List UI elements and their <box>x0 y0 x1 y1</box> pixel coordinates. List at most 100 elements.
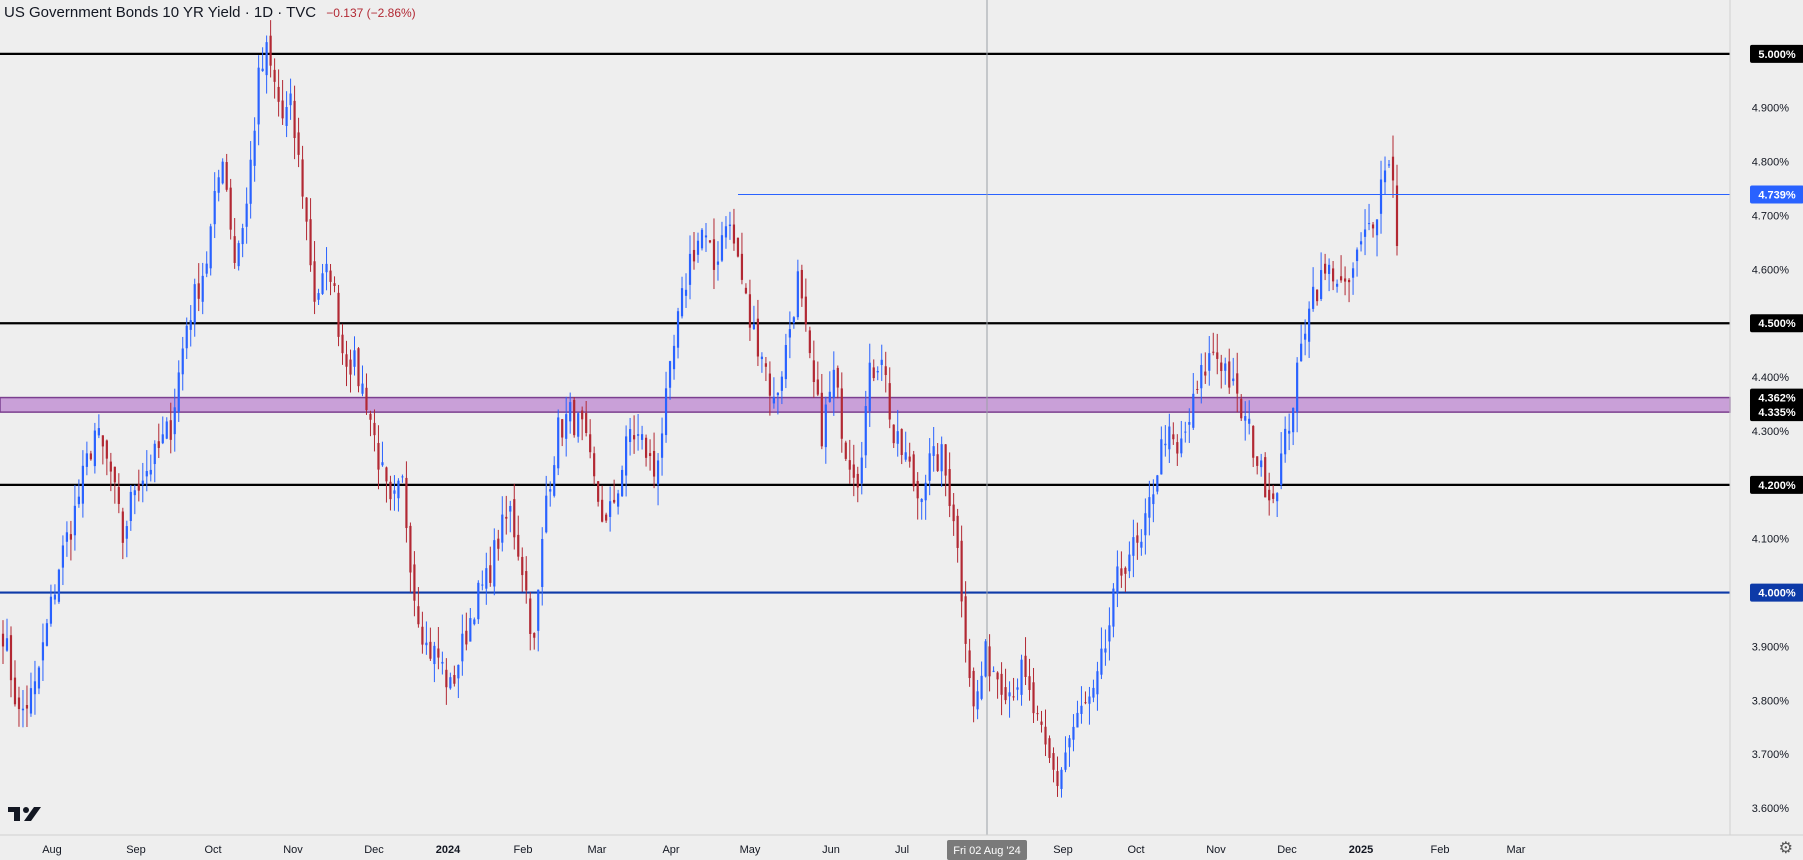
candle[interactable] <box>672 334 676 380</box>
candle[interactable] <box>1268 472 1271 516</box>
candle[interactable] <box>305 197 308 241</box>
candle[interactable] <box>1395 164 1399 256</box>
candle[interactable] <box>1076 700 1079 728</box>
candle[interactable] <box>493 528 496 596</box>
candle[interactable] <box>69 520 73 561</box>
candle[interactable] <box>389 475 392 511</box>
candle[interactable] <box>1024 637 1027 686</box>
candle[interactable] <box>668 360 672 400</box>
candle[interactable] <box>33 660 37 715</box>
candle[interactable] <box>1316 289 1319 306</box>
candle[interactable] <box>321 263 324 295</box>
candle[interactable] <box>601 485 604 523</box>
candle[interactable] <box>1192 373 1195 430</box>
candle[interactable] <box>1020 654 1023 706</box>
candle[interactable] <box>73 485 76 551</box>
candle[interactable] <box>349 349 352 393</box>
candle[interactable] <box>109 452 112 492</box>
candle[interactable] <box>173 388 176 452</box>
candle[interactable] <box>1168 413 1171 463</box>
candle[interactable] <box>848 439 851 484</box>
candle[interactable] <box>81 450 84 518</box>
candle[interactable] <box>565 396 568 457</box>
candle[interactable] <box>1124 566 1127 592</box>
candle[interactable] <box>1176 434 1179 466</box>
candle[interactable] <box>696 232 700 263</box>
candle[interactable] <box>1304 319 1307 356</box>
candle[interactable] <box>932 426 935 472</box>
candle[interactable] <box>1140 529 1143 556</box>
candle[interactable] <box>9 626 13 698</box>
candle[interactable] <box>812 340 815 398</box>
candle[interactable] <box>161 416 164 445</box>
candle[interactable] <box>309 198 312 272</box>
candle[interactable] <box>1331 260 1335 291</box>
candle[interactable] <box>944 444 947 497</box>
candle[interactable] <box>1236 352 1239 413</box>
candle[interactable] <box>896 409 899 457</box>
candle[interactable] <box>712 218 716 290</box>
candle[interactable] <box>936 442 939 472</box>
candle[interactable] <box>1260 453 1263 477</box>
candle[interactable] <box>1296 357 1299 433</box>
candle[interactable] <box>716 241 720 281</box>
candle[interactable] <box>700 228 704 251</box>
candle[interactable] <box>776 392 779 415</box>
candle[interactable] <box>253 117 256 182</box>
candle[interactable] <box>632 415 636 454</box>
candle[interactable] <box>992 666 995 673</box>
candle[interactable] <box>1180 420 1183 458</box>
candle[interactable] <box>593 446 596 485</box>
candle[interactable] <box>748 279 752 341</box>
candle[interactable] <box>1092 679 1095 703</box>
candle[interactable] <box>1100 627 1103 680</box>
tradingview-logo[interactable] <box>6 804 44 830</box>
candle[interactable] <box>760 352 764 373</box>
candle[interactable] <box>984 639 987 678</box>
candle[interactable] <box>784 333 787 389</box>
candle[interactable] <box>1196 380 1199 394</box>
candle[interactable] <box>988 634 991 692</box>
candle[interactable] <box>892 424 895 449</box>
candle[interactable] <box>1008 681 1011 718</box>
candle[interactable] <box>181 336 184 391</box>
candle[interactable] <box>5 618 9 652</box>
candle[interactable] <box>517 515 520 561</box>
candle[interactable] <box>393 475 396 511</box>
candle[interactable] <box>1288 413 1291 451</box>
candle[interactable] <box>261 47 264 72</box>
candle[interactable] <box>1383 156 1387 196</box>
candle[interactable] <box>1320 252 1323 302</box>
candle[interactable] <box>1284 416 1287 463</box>
candle[interactable] <box>1152 479 1155 523</box>
candle[interactable] <box>357 347 360 393</box>
candle[interactable] <box>1 620 5 664</box>
candle[interactable] <box>625 425 628 497</box>
candle[interactable] <box>772 377 775 409</box>
candle[interactable] <box>453 665 456 687</box>
candle[interactable] <box>1160 426 1163 475</box>
candle[interactable] <box>545 475 548 534</box>
candle[interactable] <box>764 357 768 382</box>
candle[interactable] <box>153 440 156 483</box>
candle[interactable] <box>361 365 364 397</box>
candle[interactable] <box>1272 484 1275 504</box>
candle[interactable] <box>329 263 332 296</box>
candle[interactable] <box>229 178 232 240</box>
candle[interactable] <box>908 442 911 468</box>
candle[interactable] <box>1391 135 1395 198</box>
candle[interactable] <box>373 409 376 452</box>
candle[interactable] <box>1256 456 1259 475</box>
candle[interactable] <box>121 507 124 560</box>
candle[interactable] <box>1112 583 1115 638</box>
candle[interactable] <box>205 251 208 278</box>
candle[interactable] <box>481 570 484 591</box>
candle[interactable] <box>21 690 25 728</box>
candle[interactable] <box>996 671 999 699</box>
candle[interactable] <box>561 418 564 447</box>
candle[interactable] <box>117 473 120 514</box>
candle[interactable] <box>820 373 823 450</box>
candle[interactable] <box>956 508 959 563</box>
candle[interactable] <box>45 618 49 647</box>
candle[interactable] <box>273 58 276 99</box>
